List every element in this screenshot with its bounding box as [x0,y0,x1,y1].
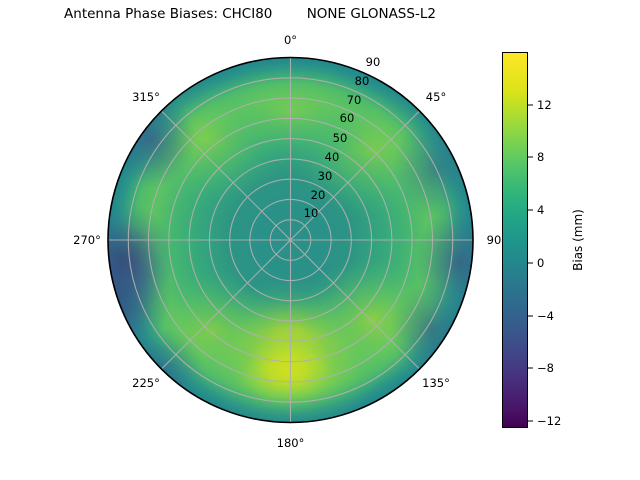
r-tick-30: 30 [317,169,333,183]
r-tick-90: 90 [365,55,381,69]
colorbar-tick-mark-0 [528,262,533,264]
colorbar-tick-mark-neg12 [528,420,533,422]
polar-plot-svg [107,56,474,424]
theta-tick-0: 0° [283,33,298,47]
colorbar-tick-label-8: 8 [537,150,545,164]
colorbar-axis-label: Bias (mm) [571,209,585,271]
colorbar-tick-mark-neg4 [528,315,533,317]
polar-axes: 0° 45° 90 135° 180° 225° 270° 315° 10 20… [73,33,502,450]
colorbar-tick-mark-8 [528,156,533,158]
colorbar-tick-label-0: 0 [537,256,545,270]
colorbar-tick-label-4: 4 [537,203,545,217]
colorbar-tick-mark-neg8 [528,367,533,369]
polar-gridlines [108,57,473,423]
theta-tick-180: 180° [276,436,305,450]
colorbar-tick-label-neg12: −12 [537,414,562,428]
theta-tick-225: 225° [132,376,160,390]
r-tick-80: 80 [354,74,370,88]
colorbar-tick-label-neg8: −8 [537,361,554,375]
colorbar-tick-label-12: 12 [537,98,552,112]
r-tick-50: 50 [332,131,348,145]
theta-tick-315: 315° [132,90,160,104]
colorbar-tick-mark-12 [528,104,533,106]
colorbar-tick-mark-4 [528,209,533,211]
colorbar-gradient [502,52,528,428]
r-tick-20: 20 [310,188,326,202]
r-tick-70: 70 [346,93,362,107]
r-tick-10: 10 [303,206,319,220]
page-title: Antenna Phase Biases: CHCI80 NONE GLONAS… [64,6,436,22]
colorbar: 12 8 4 0 −4 −8 −12 Bias (mm) [500,0,640,480]
r-tick-60: 60 [339,111,355,125]
theta-tick-90: 90 [486,233,502,247]
polar-outer-spine [107,56,474,424]
colorbar-tick-label-neg4: −4 [537,309,554,323]
theta-tick-45: 45° [425,90,447,104]
theta-tick-135: 135° [422,376,450,390]
theta-tick-270: 270° [73,233,101,247]
r-tick-40: 40 [324,150,340,164]
